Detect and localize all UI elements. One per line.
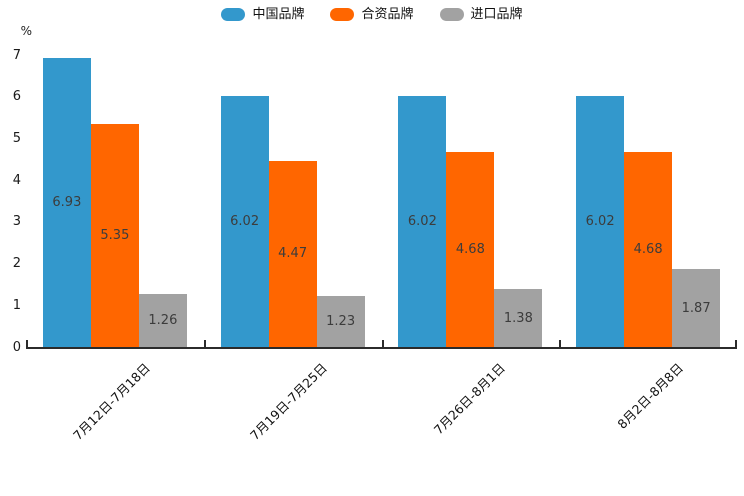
bar-value-label: 6.02 [230, 213, 260, 229]
bar-series2-group2[interactable]: 1.38 [494, 289, 543, 347]
bar-series2-group3[interactable]: 1.87 [672, 269, 721, 347]
x-axis-tick [735, 340, 737, 347]
legend-label: 中国品牌 [252, 7, 305, 22]
legend-label: 进口品牌 [470, 7, 523, 22]
y-axis-unit-label: % [20, 24, 32, 38]
y-tick-label: 1 [12, 297, 21, 313]
bar-value-label: 4.68 [455, 241, 485, 257]
y-tick-label: 3 [12, 214, 21, 230]
x-axis-tick [381, 340, 384, 347]
x-axis-category-label: 8月2日-8月8日 [614, 360, 686, 432]
x-axis-category-label: 7月19日-7月25日 [247, 360, 331, 444]
legend-item-2[interactable]: 进口品牌 [439, 7, 523, 22]
bar-value-label: 1.87 [681, 300, 711, 316]
bar-series1-group3[interactable]: 4.68 [624, 151, 673, 347]
x-axis-tick [559, 340, 562, 347]
bar-series1-group2[interactable]: 4.68 [446, 151, 495, 347]
bar-value-label: 1.38 [503, 310, 533, 326]
y-tick-label: 2 [12, 256, 21, 272]
plot-area: 6.93 6.02 6.02 6.02 5.35 4.47 4.68 4.68 1.26 1.23… [26, 55, 737, 349]
bar-value-label: 1.26 [148, 313, 178, 329]
bar-value-label: 4.47 [278, 246, 308, 262]
legend-item-1[interactable]: 合资品牌 [330, 7, 414, 22]
bar-value-label: 4.68 [633, 241, 663, 257]
bar-value-label: 6.02 [407, 213, 437, 229]
y-tick-label: 4 [12, 172, 21, 188]
y-tick-label: 5 [12, 130, 21, 146]
bar-series1-group0[interactable]: 5.35 [90, 123, 139, 347]
bar-value-label: 1.23 [326, 313, 356, 329]
bar-value-label: 6.93 [52, 194, 82, 210]
x-axis-category-label: 7月12日-7月18日 [69, 360, 153, 444]
legend: 中国品牌 合资品牌 进口品牌 [0, 8, 744, 21]
bar-value-label: 5.35 [100, 227, 130, 243]
legend-item-0[interactable]: 中国品牌 [221, 8, 304, 21]
bar-series2-group1[interactable]: 1.23 [316, 295, 365, 347]
legend-swatch-icon [439, 8, 464, 21]
y-tick-label: 7 [12, 47, 21, 63]
bar-value-label: 6.02 [585, 213, 615, 229]
bar-series2-group0[interactable]: 1.26 [138, 294, 187, 347]
bar-series0-group2[interactable]: 6.02 [398, 95, 447, 347]
legend-label: 合资品牌 [361, 7, 414, 22]
x-axis-tick [26, 340, 28, 347]
legend-swatch-icon [221, 8, 246, 21]
x-axis-tick [203, 340, 206, 347]
bar-series0-group3[interactable]: 6.02 [576, 95, 625, 347]
bar-series1-group1[interactable]: 4.47 [268, 160, 317, 347]
bar-series0-group1[interactable]: 6.02 [220, 95, 269, 347]
legend-swatch-icon [330, 8, 355, 21]
bar-series0-group0[interactable]: 6.93 [42, 57, 91, 347]
y-tick-label: 6 [12, 89, 21, 105]
x-axis-category-label: 7月26日-8月1日 [430, 360, 509, 438]
y-tick-label: 0 [12, 339, 21, 355]
